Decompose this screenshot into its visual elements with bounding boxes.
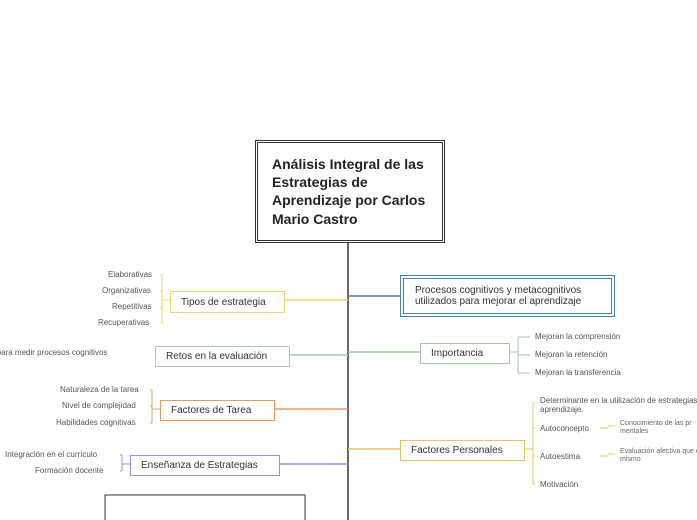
mindmap-leaf: aprendizaje. bbox=[540, 405, 584, 414]
mindmap-leaf: Mejoran la comprensión bbox=[535, 332, 620, 341]
mindmap-leaf: Motivación bbox=[540, 480, 578, 489]
mindmap-root: Análisis Integral de las Estrategias de … bbox=[255, 140, 445, 243]
node-label: Importancia bbox=[431, 348, 483, 359]
mindmap-leaf: Integración en el currículo bbox=[5, 450, 97, 459]
mindmap-leaf: Nivel de complejidad bbox=[62, 401, 136, 410]
mindmap-leaf: Elaborativas bbox=[108, 270, 152, 279]
mindmap-leaf: Recuperativas bbox=[98, 318, 149, 327]
mindmap-leaf: Habilidades cognitivas bbox=[56, 418, 136, 427]
mindmap-subleaf: Conocimiento de las pr bbox=[620, 420, 692, 427]
node-label: Procesos cognitivos y metacognitivos uti… bbox=[415, 285, 600, 307]
node-label: Retos en la evaluación bbox=[166, 351, 267, 362]
mindmap-leaf: Mejoran la retención bbox=[535, 350, 607, 359]
mindmap-leaf: Autoestima bbox=[540, 452, 580, 461]
mindmap-node-factores_tarea: Factores de Tarea bbox=[160, 400, 275, 421]
mindmap-node-tipos: Tipos de estrategia bbox=[170, 291, 285, 313]
mindmap-node-retos: Retos en la evaluación bbox=[155, 346, 290, 367]
mindmap-leaf: Formación docente bbox=[35, 466, 103, 475]
mindmap-leaf: Repetitivas bbox=[112, 302, 152, 311]
mindmap-subleaf: mentales bbox=[620, 428, 648, 435]
mindmap-leaf: d para medir procesos cognitivos bbox=[0, 348, 107, 357]
mindmap-leaf: Determinante en la utilización de estrat… bbox=[540, 396, 697, 405]
node-label: Enseñanza de Estrategias bbox=[141, 460, 258, 471]
mindmap-leaf: Autoconcepto bbox=[540, 424, 589, 433]
mindmap-node-procesos: Procesos cognitivos y metacognitivos uti… bbox=[400, 275, 615, 317]
node-label: Tipos de estrategia bbox=[181, 297, 266, 308]
mindmap-subleaf: mismo bbox=[620, 456, 641, 463]
mindmap-leaf: Mejoran la transferencia bbox=[535, 368, 621, 377]
mindmap-node-ensenanza: Enseñanza de Estrategias bbox=[130, 455, 280, 476]
mindmap-node-importancia: Importancia bbox=[420, 343, 510, 364]
mindmap-node-factores_personales: Factores Personales bbox=[400, 440, 525, 461]
mindmap-leaf: Naturaleza de la tarea bbox=[60, 385, 139, 394]
root-title: Análisis Integral de las Estrategias de … bbox=[272, 155, 428, 228]
mindmap-subleaf: Evaluación afectiva que e bbox=[620, 448, 697, 455]
node-label: Factores Personales bbox=[411, 445, 503, 456]
node-label: Factores de Tarea bbox=[171, 405, 251, 416]
mindmap-leaf: Organizativas bbox=[102, 286, 151, 295]
